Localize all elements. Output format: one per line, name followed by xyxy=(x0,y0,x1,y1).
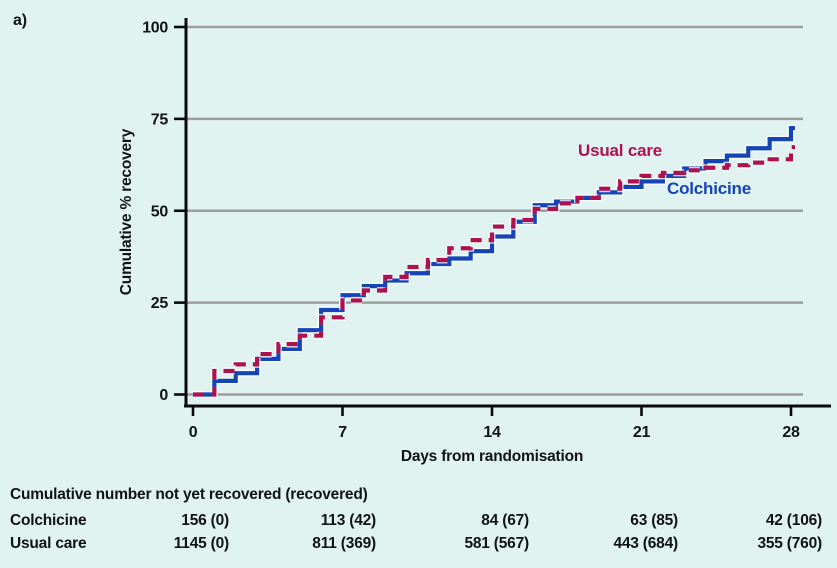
x-tick-label: 21 xyxy=(633,424,651,441)
risk-cell: 811 (369) xyxy=(312,535,376,552)
risk-cell: 156 (0) xyxy=(181,512,229,529)
legend-usual-care: Usual care xyxy=(578,141,662,160)
risk-cell: 355 (760) xyxy=(757,535,822,552)
risk-row-label: Usual care xyxy=(10,535,87,552)
x-tick-label: 14 xyxy=(483,424,501,441)
panel-label: a) xyxy=(13,12,27,29)
y-tick-label: 0 xyxy=(159,387,168,404)
risk-cell: 84 (67) xyxy=(481,512,529,529)
risk-cell: 42 (106) xyxy=(765,512,822,529)
y-tick-label: 100 xyxy=(142,20,168,37)
x-tick-label: 0 xyxy=(189,424,198,441)
risk-table-title: Cumulative number not yet recovered (rec… xyxy=(10,486,368,503)
x-tick-label: 28 xyxy=(782,424,800,441)
risk-cell: 113 (42) xyxy=(320,512,376,529)
usual-care-line xyxy=(193,145,795,397)
recovery-step-chart: 0 25 50 75 100 0 7 14 21 28 xyxy=(142,18,831,441)
risk-cell: 63 (85) xyxy=(630,512,678,529)
y-tick-label: 75 xyxy=(151,111,169,128)
y-tick-label: 25 xyxy=(151,295,169,312)
risk-cell: 581 (567) xyxy=(464,535,529,552)
y-tick-label: 50 xyxy=(151,203,169,220)
risk-cell: 443 (684) xyxy=(613,535,678,552)
x-axis-title: Days from randomisation xyxy=(400,448,584,465)
risk-cell: 1145 (0) xyxy=(173,535,229,552)
risk-row-label: Colchicine xyxy=(10,512,87,529)
x-tick-label: 7 xyxy=(338,424,347,441)
legend-colchicine: Colchicine xyxy=(667,179,751,198)
